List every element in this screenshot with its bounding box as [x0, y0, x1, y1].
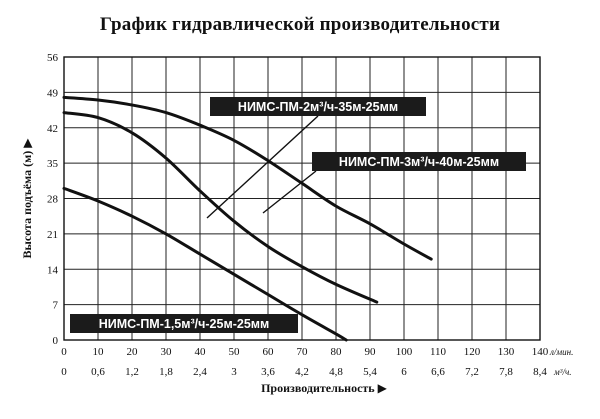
- x-tick-label-secondary: 4,8: [329, 366, 343, 378]
- x-tick-label-secondary: 0: [61, 366, 67, 378]
- series-labels: НИМС-ПМ-1,5м³/ч-25м-25мм НИМС-ПМ-2м³/ч-35…: [70, 97, 526, 333]
- y-tick-label: 56: [47, 52, 59, 64]
- plot-frame: [63, 56, 541, 341]
- x-tick-label-secondary: 5,4: [363, 366, 377, 378]
- y-axis-label: Высота подъёма (м) ▶: [20, 138, 34, 259]
- x-tick-label: 100: [396, 346, 413, 358]
- series-line-2: [62, 111, 379, 304]
- x-tick-label-secondary: 7,8: [499, 366, 513, 378]
- x-unit-primary: л/мин.: [549, 347, 573, 357]
- x-tick-label: 70: [297, 346, 309, 358]
- x-tick-label-secondary: 1,2: [125, 366, 139, 378]
- x-tick-label: 40: [195, 346, 207, 358]
- x-tick-label-secondary: 6,6: [431, 366, 445, 378]
- series-label-2: НИМС-ПМ-2м³/ч-35м-25мм: [238, 100, 398, 114]
- x-tick-label-secondary: 4,2: [295, 366, 309, 378]
- series-line-1: [62, 186, 348, 342]
- x-tick-label: 130: [498, 346, 515, 358]
- series-line-3: [62, 95, 433, 261]
- x-tick-label-secondary: 8,4: [533, 366, 547, 378]
- x-unit-secondary: м³/ч.: [553, 367, 572, 377]
- x-tick-label: 50: [229, 346, 241, 358]
- x-tick-label-secondary: 6: [401, 366, 407, 378]
- x-tick-label: 80: [331, 346, 343, 358]
- y-tick-label: 28: [47, 194, 59, 206]
- x-tick-label-secondary: 0,6: [91, 366, 105, 378]
- y-tick-label: 21: [47, 229, 58, 241]
- chart-title: График гидравлической производительности: [99, 14, 501, 35]
- x-tick-label: 20: [127, 346, 139, 358]
- x-axis-label: Производительность ▶: [261, 381, 388, 395]
- y-tick-label: 0: [53, 335, 59, 347]
- y-tick-label: 42: [47, 123, 58, 135]
- x-tick-label: 0: [61, 346, 67, 358]
- series-label-box: [70, 314, 298, 333]
- x-tick-label-secondary: 3,6: [261, 366, 275, 378]
- x-tick-label: 90: [365, 346, 377, 358]
- y-tick-label: 14: [47, 264, 59, 276]
- x-tick-label-secondary: 7,2: [465, 366, 479, 378]
- y-tick-label: 35: [47, 158, 59, 170]
- series-label-3: НИМС-ПМ-3м³/ч-40м-25мм: [339, 155, 499, 169]
- x-tick-label: 30: [161, 346, 173, 358]
- series-label-box: [210, 97, 426, 116]
- grid: [63, 56, 541, 341]
- x-tick-label: 60: [263, 346, 275, 358]
- x-tick-label-secondary: 3: [231, 366, 237, 378]
- y-tick-label: 7: [53, 300, 59, 312]
- leader-line: [206, 115, 319, 219]
- series-lines: [62, 95, 433, 342]
- series-label-box: [312, 152, 526, 171]
- x-tick-label: 120: [464, 346, 481, 358]
- x-tick-label: 110: [430, 346, 447, 358]
- x-tick-label-secondary: 1,8: [159, 366, 173, 378]
- series-label-1: НИМС-ПМ-1,5м³/ч-25м-25мм: [99, 317, 270, 331]
- x-tick-label: 10: [93, 346, 105, 358]
- y-tick-label: 49: [47, 87, 59, 99]
- x-tick-label: 140: [532, 346, 549, 358]
- x-tick-label-secondary: 2,4: [193, 366, 207, 378]
- leader-line: [262, 170, 317, 214]
